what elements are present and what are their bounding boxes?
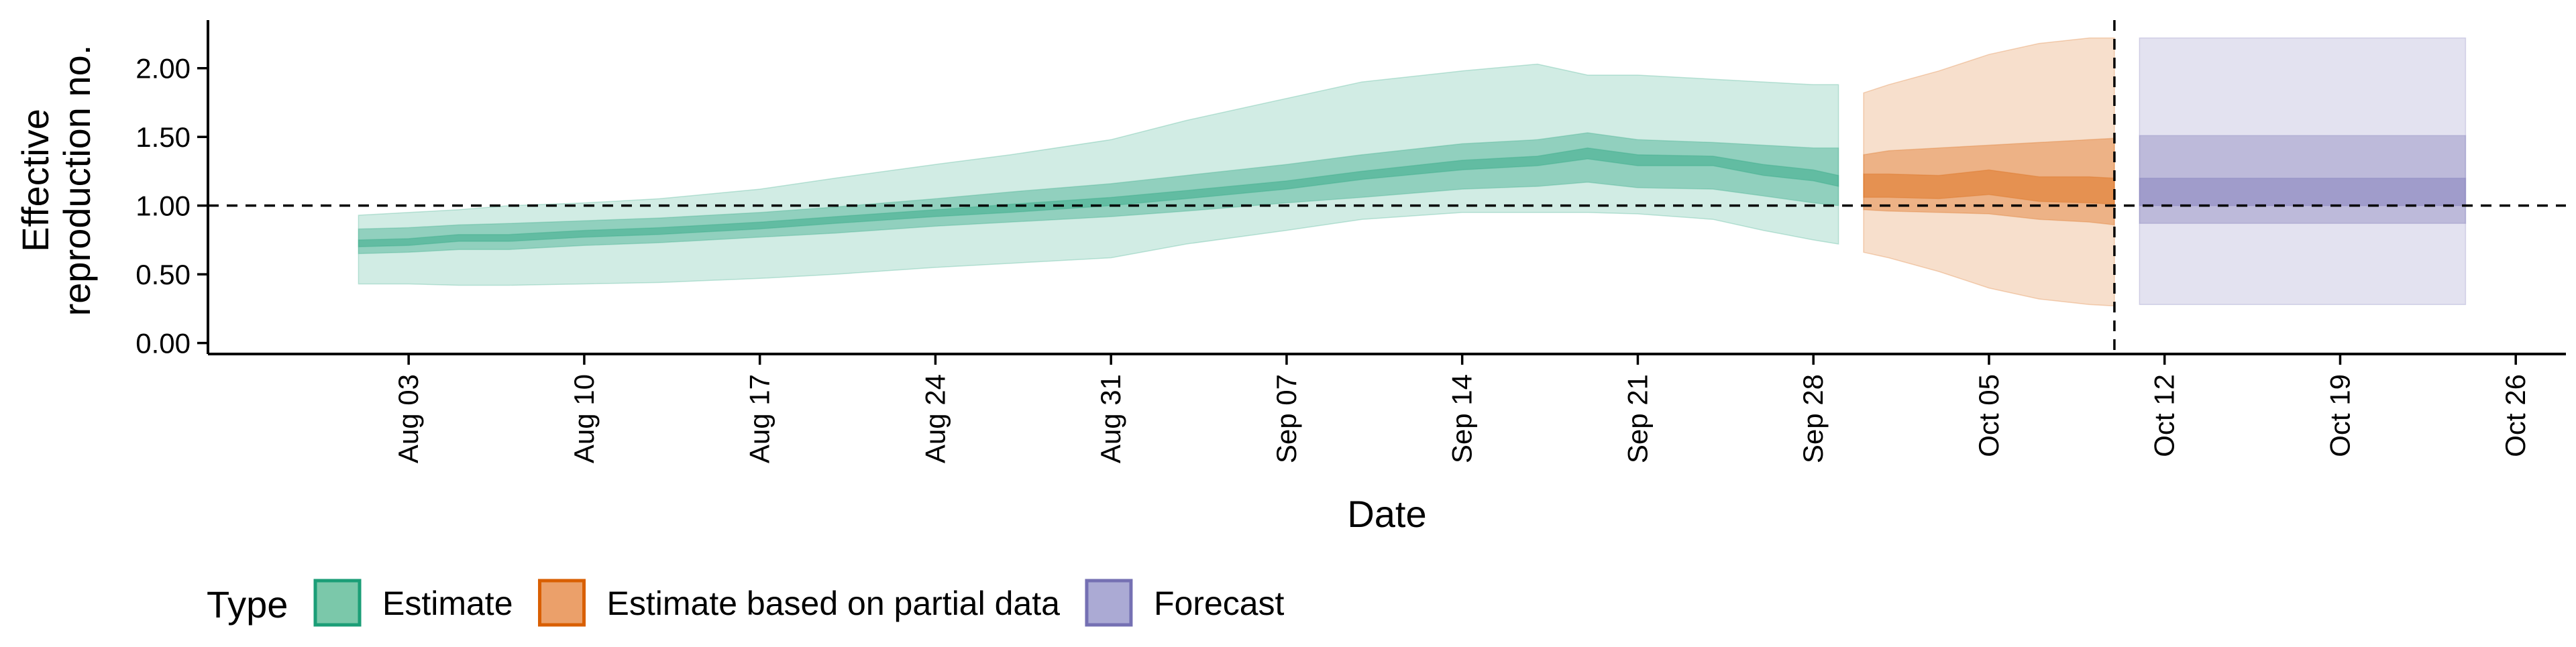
- legend-item-estimate: Estimate: [313, 579, 513, 627]
- legend-item-forecast: Forecast: [1085, 579, 1285, 627]
- x-ticks: Aug 03 Aug 10 Aug 17 Aug 24 Aug 31 Sep 07 Sep …: [392, 354, 2531, 463]
- x-tick-label: Oct 12: [2149, 374, 2180, 457]
- y-axis-label: Effective reproduction no.: [14, 45, 98, 316]
- y-axis-label-line: Effective: [14, 109, 56, 252]
- series-estimate: [358, 63, 1839, 286]
- band-20-forecast: [2139, 177, 2467, 207]
- axes: 0.000.501.001.502.00 Aug 03 Aug 10 Aug 17 A…: [136, 20, 2566, 463]
- x-tick-label: Aug 10: [568, 374, 600, 463]
- x-tick-label: Oct 19: [2324, 374, 2355, 457]
- y-tick-label: 2.00: [136, 53, 191, 84]
- x-tick-label: Aug 03: [392, 374, 424, 463]
- band-20-estimate-based-on-partial-data: [1863, 169, 2115, 205]
- y-tick-label: 1.00: [136, 190, 191, 222]
- legend-label: Forecast: [1154, 585, 1285, 622]
- x-tick-label: Sep 28: [1797, 374, 1829, 463]
- band-50-estimate: [358, 132, 1839, 255]
- band-90-forecast: [2139, 37, 2467, 305]
- x-tick-label: Sep 07: [1271, 374, 1302, 463]
- legend-label: Estimate: [382, 585, 513, 622]
- band-90-estimate: [358, 63, 1839, 286]
- x-tick-label: Sep 14: [1446, 374, 1478, 463]
- legend-swatch: [313, 579, 362, 627]
- legend-swatch: [538, 579, 586, 627]
- series-forecast: [2139, 37, 2467, 305]
- legend-item-estimate-based-on-partial-data: Estimate based on partial data: [538, 579, 1061, 627]
- band-50-forecast: [2139, 135, 2467, 225]
- series-estimate-based-on-partial-data: [1863, 37, 2115, 307]
- x-tick-label: Oct 05: [1973, 374, 2004, 457]
- legend-title: Type: [207, 583, 288, 626]
- legend: Type Estimate Estimate based on partial d…: [207, 579, 1285, 627]
- x-axis-label: Date: [1347, 493, 1426, 535]
- x-tick-label: Sep 21: [1621, 374, 1653, 463]
- y-ticks: 0.00 0.50 1.00 1.50 2.00: [136, 53, 208, 359]
- y-axis-label-line: reproduction no.: [56, 45, 98, 316]
- bands-layer: [358, 37, 2467, 307]
- y-tick-label: 0.00: [136, 328, 191, 359]
- legend-items: Estimate Estimate based on partial data Fo…: [313, 579, 1285, 627]
- y-tick-label: 1.50: [136, 121, 191, 153]
- legend-swatch: [1085, 579, 1133, 627]
- x-tick-label: Aug 31: [1095, 374, 1126, 463]
- band-20-estimate: [358, 147, 1839, 247]
- legend-label: Estimate based on partial data: [607, 585, 1061, 622]
- x-tick-label: Aug 24: [919, 374, 951, 463]
- y-tick-label: 0.50: [136, 259, 191, 290]
- x-tick-label: Oct 26: [2500, 374, 2531, 457]
- x-tick-label: Aug 17: [744, 374, 775, 463]
- band-50-estimate-based-on-partial-data: [1863, 137, 2115, 226]
